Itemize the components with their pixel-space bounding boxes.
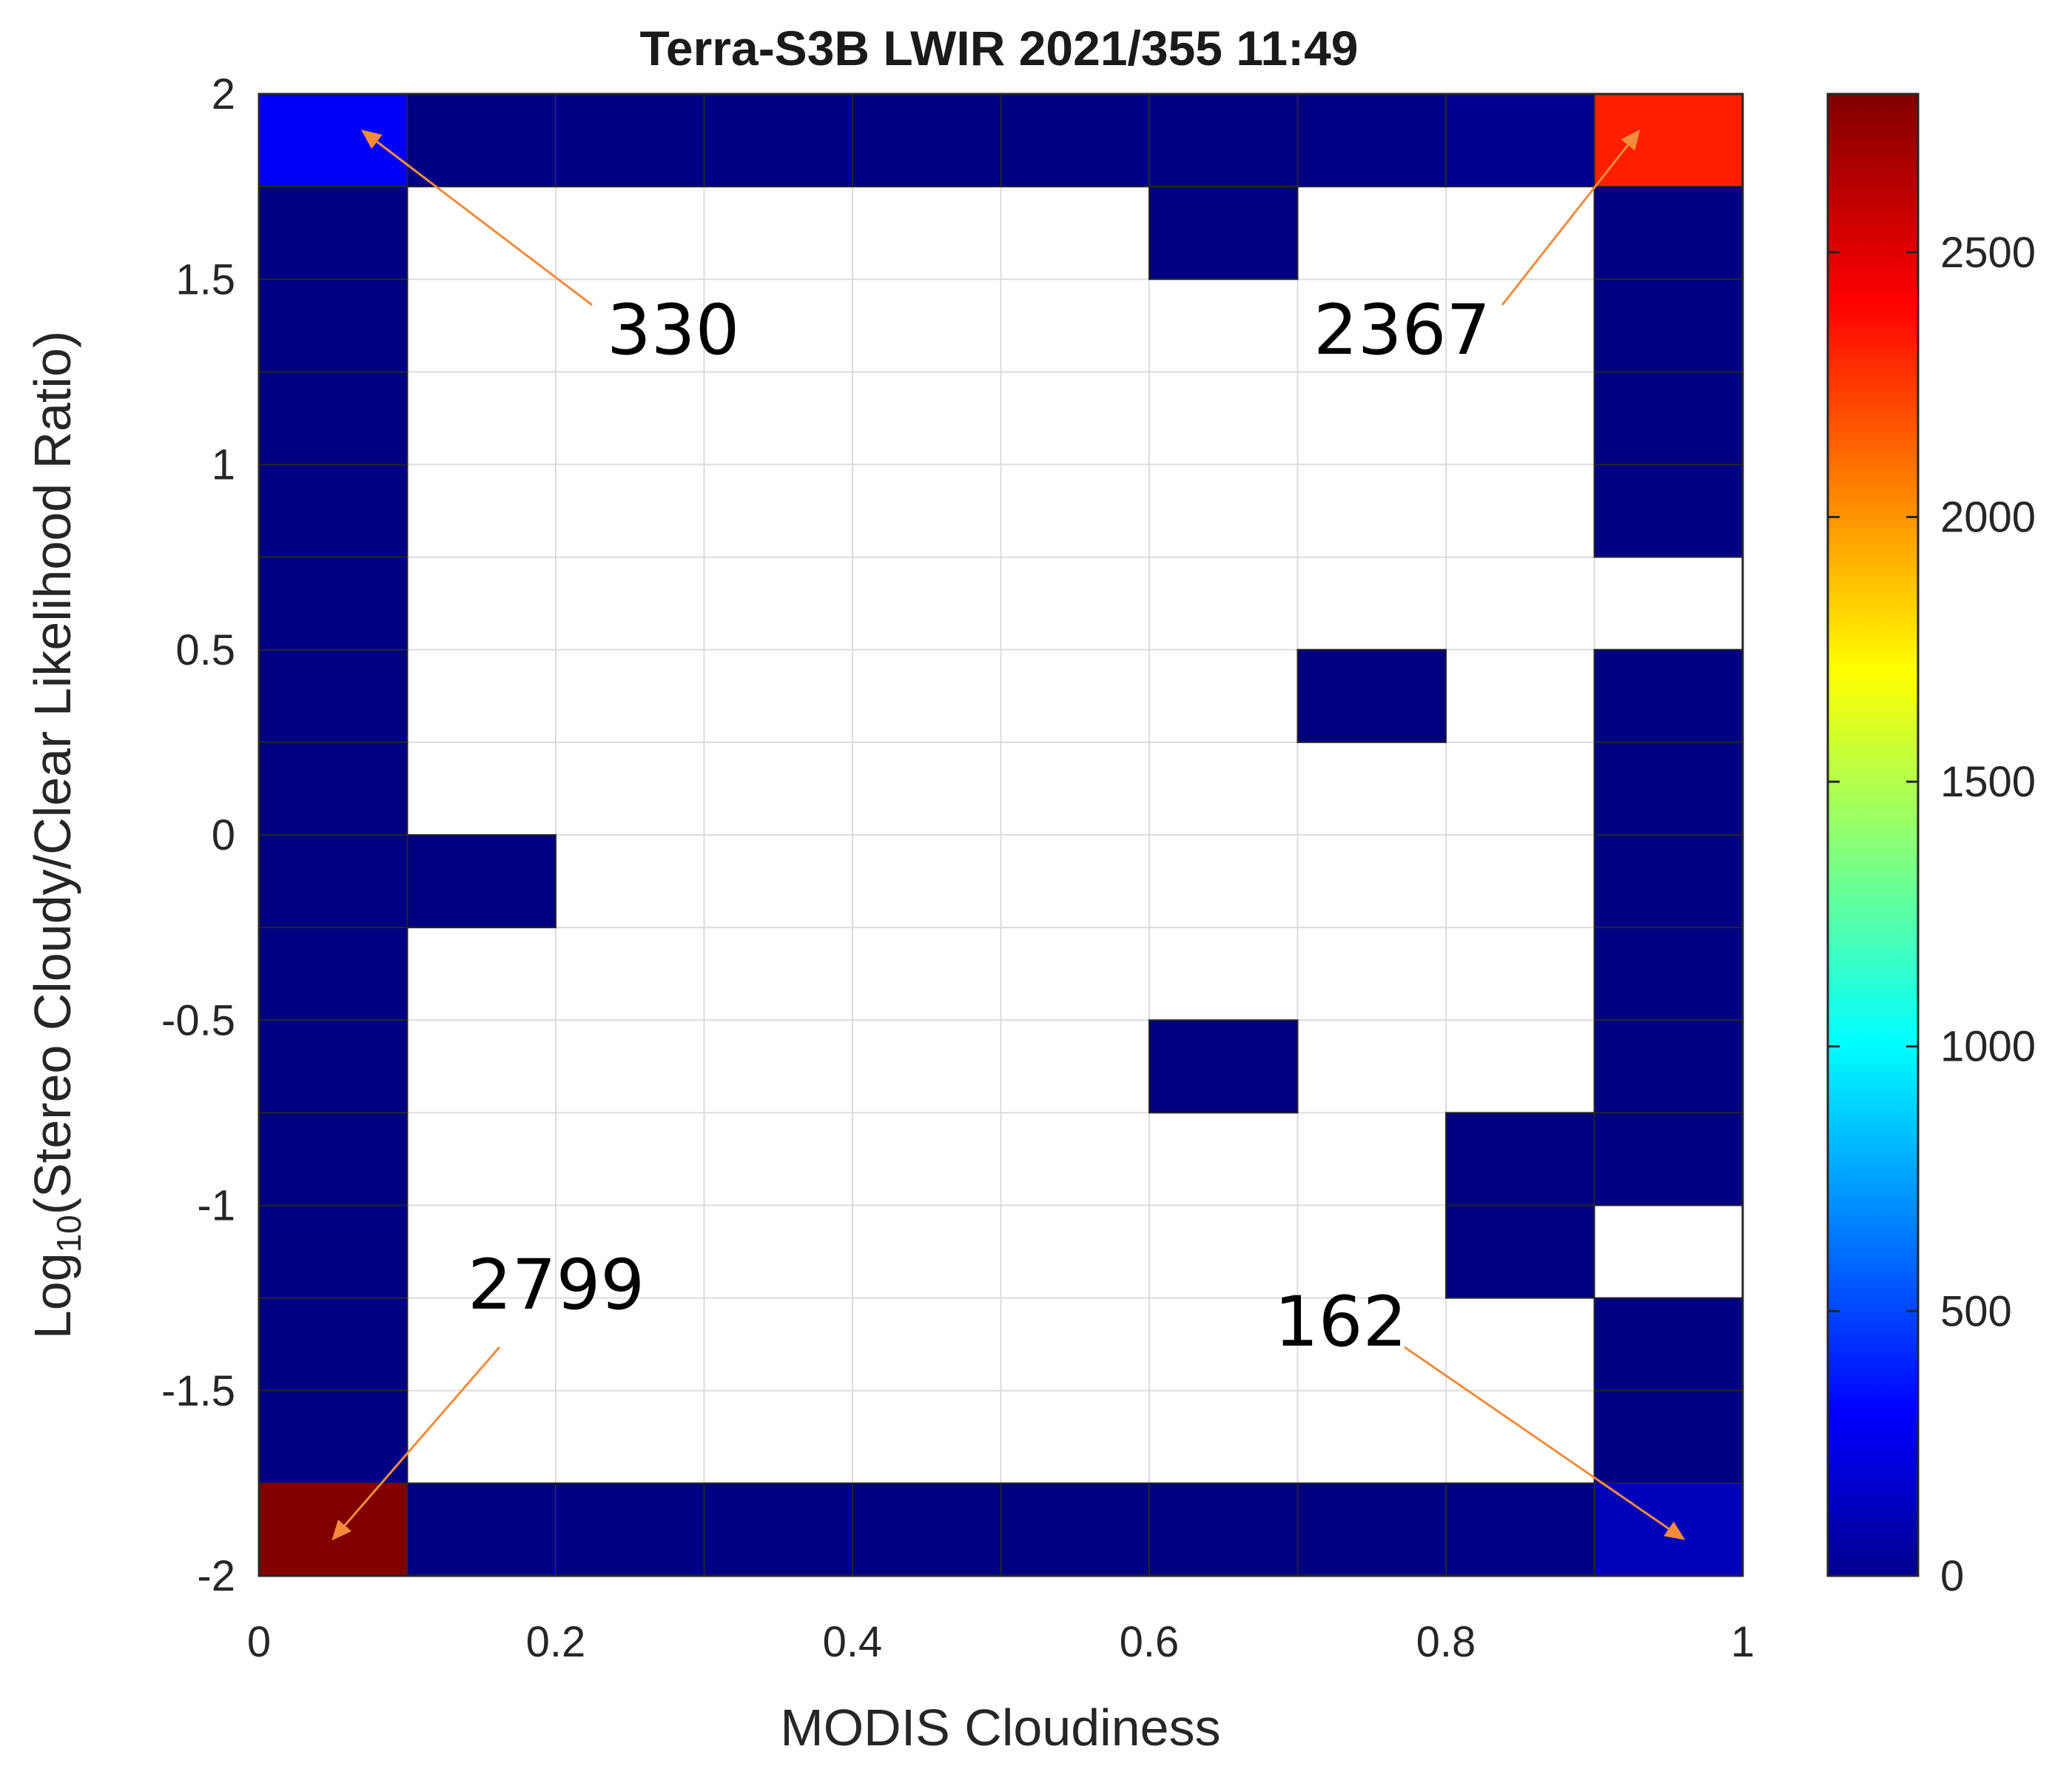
- x-tick-label: 1: [1731, 1618, 1755, 1666]
- y-axis-label-prefix: Log: [24, 1252, 81, 1339]
- heatmap-cell: [1000, 1482, 1150, 1577]
- colorbar-tick-label: 2000: [1940, 493, 2036, 541]
- heatmap-cells: [258, 93, 1743, 1577]
- colorbar: [1826, 93, 1920, 1577]
- heatmap-cell: [1148, 93, 1299, 188]
- y-axis-label: Log10(Stereo Cloudy/Clear Likelihood Rat…: [24, 331, 88, 1339]
- heatmap-cell: [1445, 93, 1595, 188]
- heatmap-cell: [258, 463, 408, 558]
- annotation-arrow: [332, 1346, 501, 1541]
- heatmap-cell: [1296, 648, 1447, 743]
- y-tick-labels: 2 1.5 1 0.5 0 -0.5 -1 -1.5 -2: [161, 70, 235, 1600]
- heatmap-cell: [1148, 186, 1299, 281]
- colorbar-tick-label: 500: [1940, 1287, 2012, 1335]
- heatmap-cell: [1445, 1204, 1595, 1299]
- chart-title: Terra-S3B LWIR 2021/355 11:49: [640, 21, 1359, 75]
- heatmap-cell: [258, 556, 408, 651]
- annotation-arrow: [1501, 129, 1641, 306]
- heatmap-cell: [258, 927, 408, 1021]
- annotation-label: 330: [607, 290, 739, 371]
- heatmap-cell: [1445, 1482, 1595, 1577]
- colorbar-tick-label: 1500: [1940, 758, 2036, 806]
- heatmap-cell: [555, 1482, 705, 1577]
- y-axis-label-subscript: 10: [50, 1215, 88, 1252]
- y-tick-label: -1.5: [161, 1367, 235, 1415]
- x-tick-label: 0.8: [1416, 1618, 1476, 1666]
- colorbar-tick-label: 0: [1940, 1552, 1964, 1600]
- colorbar-tick-label: 1000: [1940, 1023, 2036, 1071]
- heatmap-cell: [258, 1389, 408, 1484]
- annotation-label: 162: [1274, 1282, 1407, 1363]
- annotation-label: 2799: [468, 1245, 645, 1326]
- heatmap-cell: [258, 1482, 408, 1577]
- annotation-arrow: [1404, 1346, 1686, 1540]
- y-tick-label: 1: [212, 441, 235, 489]
- y-axis-label-suffix: (Stereo Cloudy/Clear Likelihood Ratio): [24, 331, 81, 1215]
- heatmap-cell: [258, 741, 408, 836]
- x-tick-label: 0.2: [526, 1618, 586, 1666]
- x-tick-label: 0.4: [823, 1618, 883, 1666]
- x-axis-label: MODIS Cloudiness: [780, 1699, 1220, 1756]
- heatmap-cell: [1593, 186, 1743, 281]
- x-tick-label: 0.6: [1120, 1618, 1180, 1666]
- heatmap-cell: [852, 1482, 1002, 1577]
- y-tick-label: -1: [197, 1182, 235, 1230]
- heatmap-cell: [852, 93, 1002, 188]
- heatmap-cell: [1593, 1019, 1743, 1114]
- x-tick-label: 0: [247, 1618, 271, 1666]
- heatmap-cell: [1148, 1482, 1299, 1577]
- y-tick-label: 0.5: [175, 626, 235, 674]
- heatmap-cell: [703, 93, 853, 188]
- heatmap-cell: [258, 1297, 408, 1392]
- heatmap-cell: [1296, 93, 1447, 188]
- heatmap-cell: [1593, 741, 1743, 836]
- heatmap-cell: [1593, 278, 1743, 373]
- heatmap-cell: [406, 1482, 556, 1577]
- heatmap-cell: [258, 93, 408, 188]
- heatmap-cell: [1593, 1112, 1743, 1206]
- y-tick-label: 1.5: [175, 255, 235, 303]
- heatmap-cell: [1000, 93, 1150, 188]
- heatmap-cell: [258, 186, 408, 281]
- heatmap-cell: [1593, 463, 1743, 558]
- heatmap-cell: [703, 1482, 853, 1577]
- heatmap-cell: [1593, 371, 1743, 466]
- colorbar-tick-label: 2500: [1940, 229, 2036, 277]
- annotation-arrow: [360, 130, 593, 306]
- annotations: 330 2367 2799 162: [332, 129, 1686, 1541]
- heatmap-cell: [258, 834, 408, 929]
- heatmap-cell: [406, 93, 556, 188]
- annotation-label: 2367: [1314, 290, 1490, 371]
- heatmap-cell: [258, 1019, 408, 1114]
- heatmap-cell: [258, 371, 408, 466]
- y-tick-label: 0: [212, 811, 235, 859]
- colorbar-ticks: 0 500 1000 1500 2000 2500: [1828, 229, 2036, 1600]
- heatmap-cell: [1593, 927, 1743, 1021]
- heatmap-cell: [406, 834, 556, 929]
- heatmap-cell: [258, 278, 408, 373]
- heatmap-cell: [1593, 834, 1743, 929]
- heatmap-cell: [555, 93, 705, 188]
- heatmap-cell: [258, 1112, 408, 1206]
- heatmap-cell: [1296, 1482, 1447, 1577]
- heatmap-cell: [1593, 93, 1743, 188]
- heatmap-cell: [1445, 1112, 1595, 1206]
- y-tick-label: -0.5: [161, 996, 235, 1044]
- heatmap-cell: [1148, 1019, 1299, 1114]
- plot-frame: [258, 93, 1744, 1577]
- heatmap-cell: [1593, 1297, 1743, 1392]
- heatmap-cell: [1593, 1389, 1743, 1484]
- heatmap-cell: [258, 1204, 408, 1299]
- heatmap-cell: [258, 648, 408, 743]
- heatmap-cell: [1593, 648, 1743, 743]
- y-tick-label: -2: [197, 1552, 235, 1600]
- x-tick-labels: 0 0.2 0.4 0.6 0.8 1: [247, 1618, 1755, 1666]
- y-tick-label: 2: [212, 70, 235, 118]
